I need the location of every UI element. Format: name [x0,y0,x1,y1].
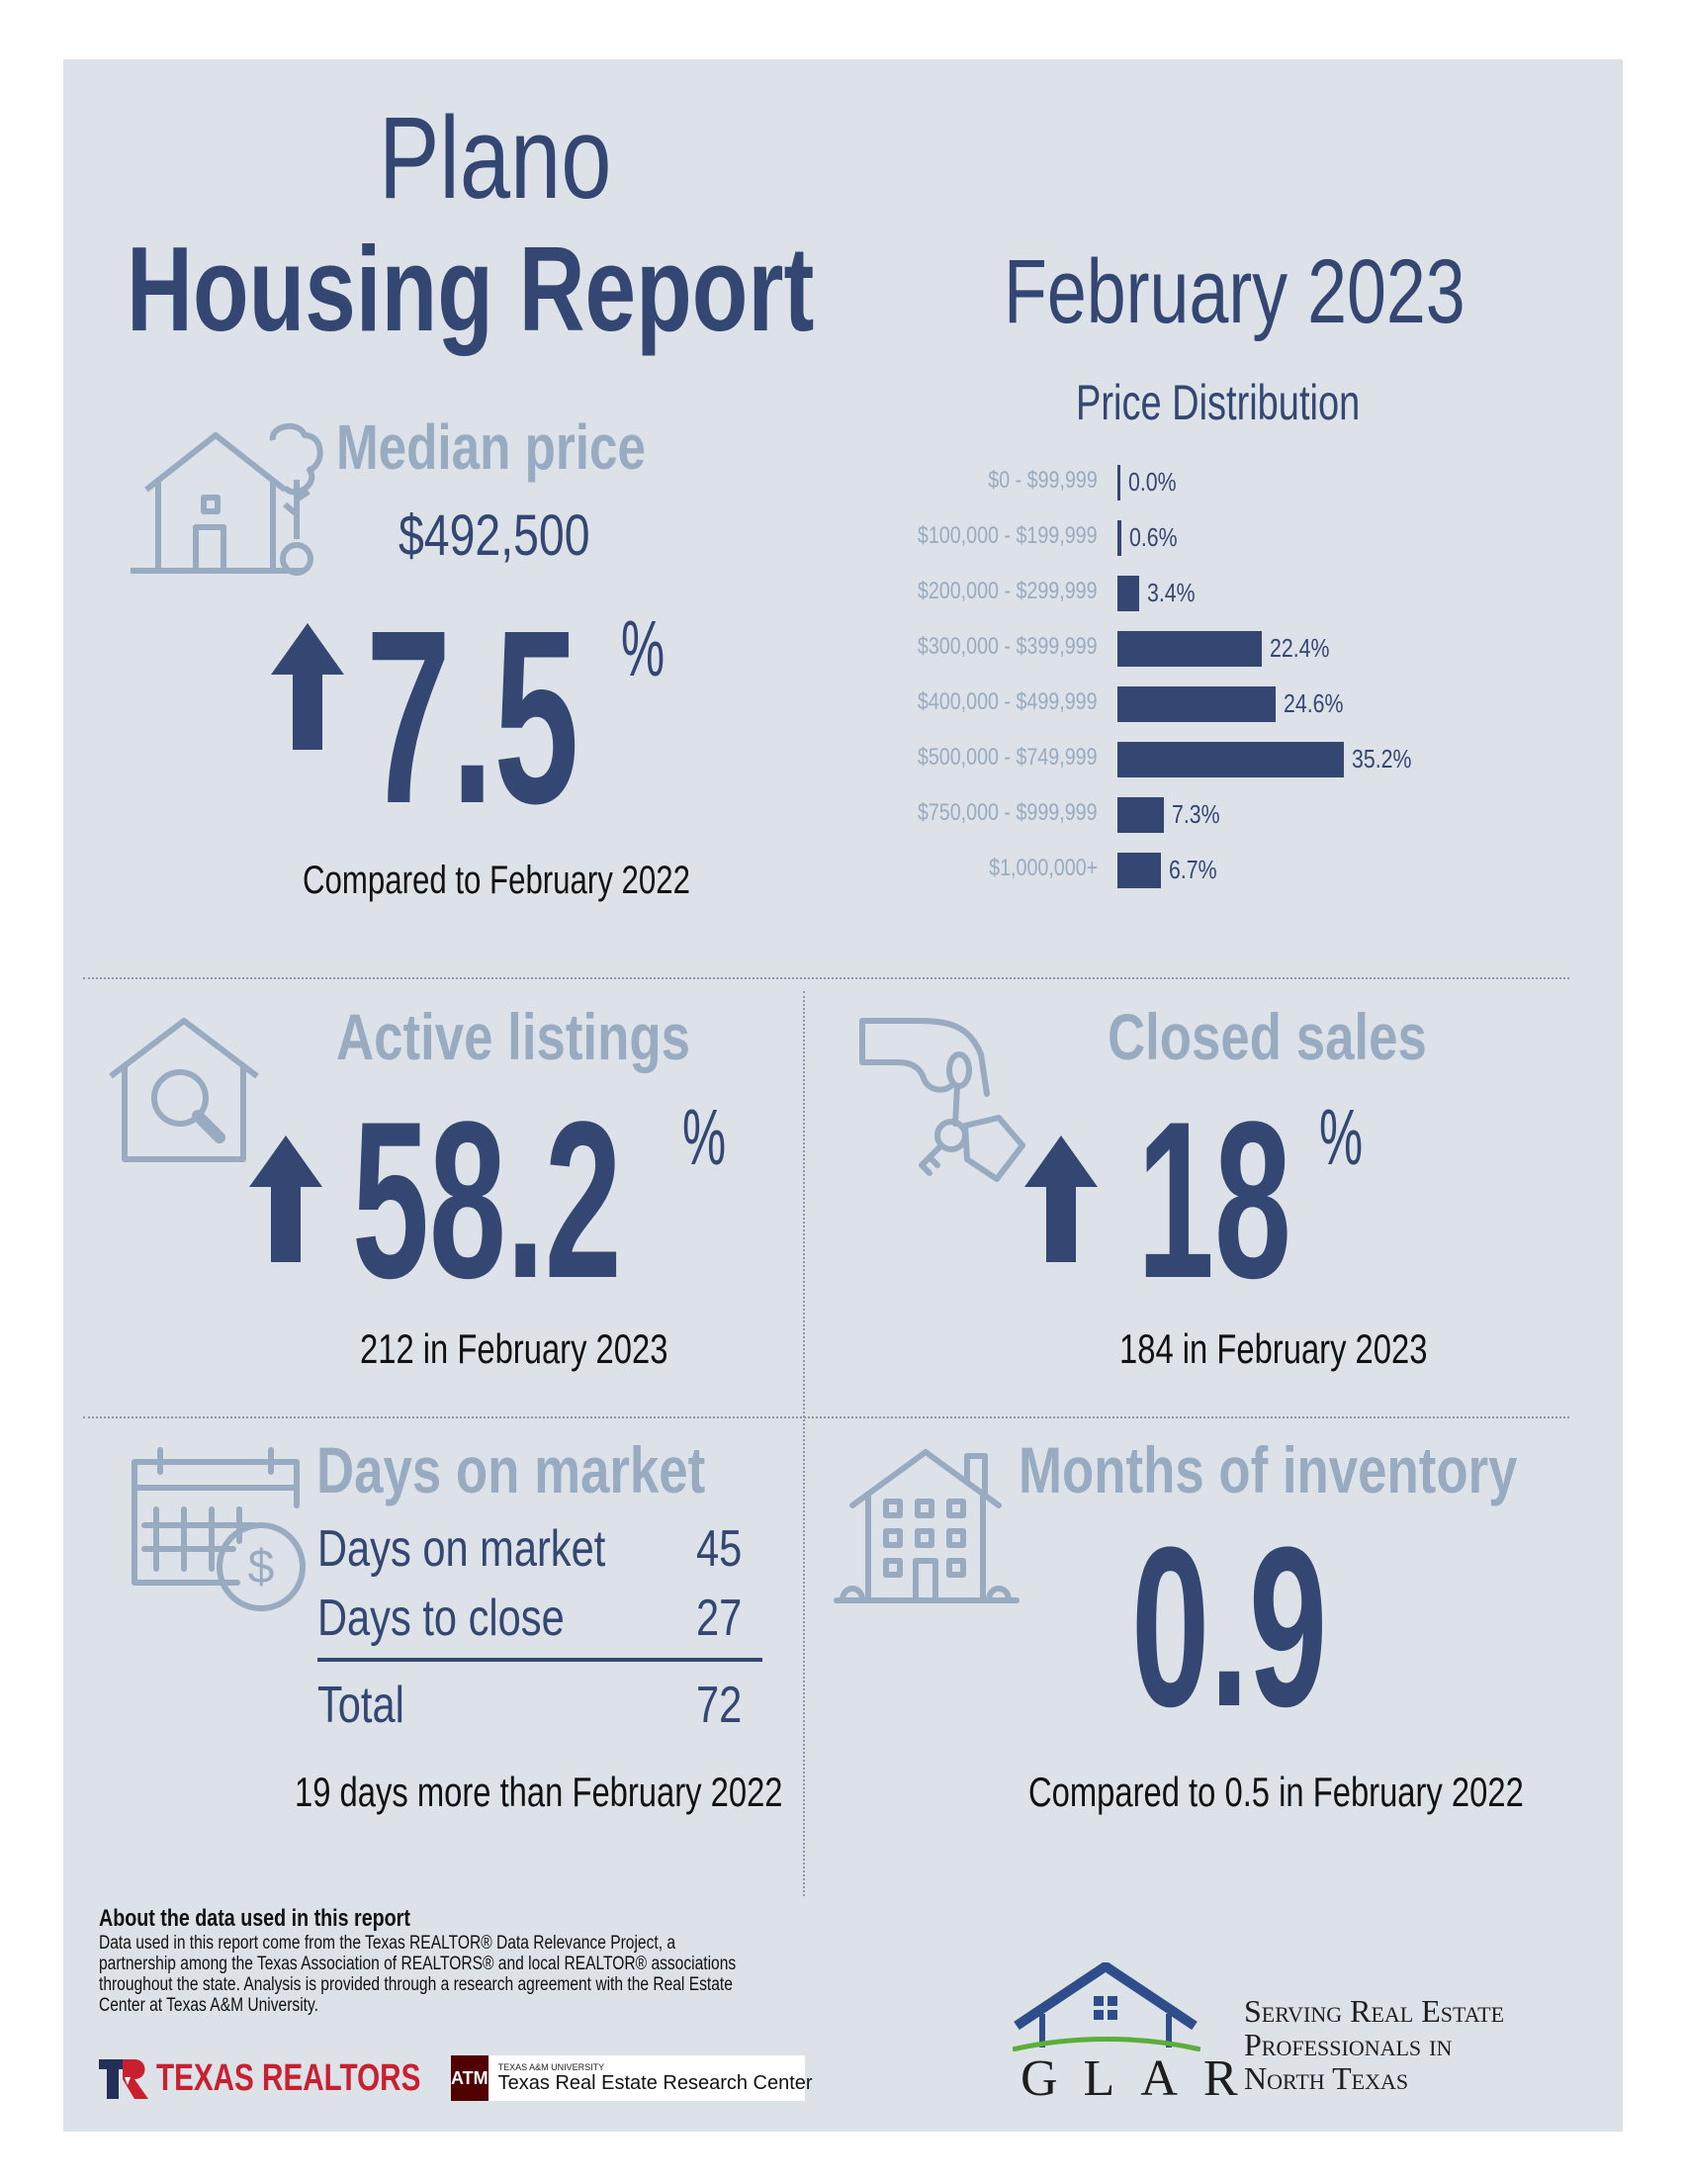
about-heading: About the data used in this report [99,1905,410,1932]
tamu-logo: ATM TEXAS A&M UNIVERSITY Texas Real Esta… [451,2055,813,2101]
moi-value: 0.9 [1131,1500,1328,1754]
active-change-value: 58.2 [352,1074,622,1324]
report-title: Housing Report [127,222,815,356]
active-pct-symbol: % [682,1093,727,1181]
price-distribution-heading: Price Distribution [1076,375,1361,430]
dom-note: 19 days more than February 2022 [295,1769,783,1815]
texas-realtors-mark-icon [99,2059,148,2099]
dom-row-label: Days on market [317,1520,606,1578]
dom-row-value: 27 [696,1590,743,1647]
apartment-house-icon [834,1449,1020,1603]
report-title-city: Plano [379,93,612,224]
report-panel [63,59,1623,2132]
glar-tagline-line: North Texas [1244,2060,1409,2096]
tamu-university-label: TEXAS A&M UNIVERSITY [497,2061,605,2072]
divider-vertical [803,991,805,1896]
closed-change-value: 18 [1137,1074,1291,1324]
active-heading: Active listings [336,1000,690,1073]
glar-tagline-line: Serving Real Estate [1244,1993,1505,2029]
closed-pct-symbol: % [1319,1093,1364,1181]
divider-horizontal-middle [83,1416,1569,1418]
up-arrow-icon [249,1136,322,1262]
dom-total-label: Total [317,1677,404,1734]
median-compare: Compared to February 2022 [303,859,690,902]
median-heading: Median price [336,411,646,483]
tamu-center-label: Texas Real Estate Research Center [497,2071,813,2094]
median-pct-symbol: % [621,604,666,692]
closed-heading: Closed sales [1108,1000,1427,1073]
calendar-dollar-icon: $ [132,1447,306,1611]
moi-heading: Months of inventory [1019,1433,1518,1506]
closed-note: 184 in February 2023 [1119,1325,1428,1372]
glar-wordmark: GLAR [1021,2050,1264,2107]
hand-keys-icon [859,1018,1025,1182]
texas-realtors-wordmark: TEXAS REALTORS [156,2056,421,2099]
texas-realtors-logo: TEXAS REALTORS [97,2055,495,2101]
active-note: 212 in February 2023 [360,1325,668,1372]
dom-total-value: 72 [696,1677,743,1734]
up-arrow-icon [271,623,344,750]
tamu-mark-icon: ATM [451,2055,488,2101]
svg-text:$: $ [248,1541,275,1593]
report-period: February 2023 [1004,241,1465,342]
house-magnifier-icon [109,1018,259,1162]
dom-total-rule [317,1658,762,1662]
moi-note: Compared to 0.5 in February 2022 [1028,1769,1524,1815]
divider-horizontal-top [83,977,1569,979]
median-price: $492,500 [399,503,590,568]
dom-row-label: Days to close [317,1590,565,1647]
glar-house-icon [1013,1962,1200,2051]
glar-tagline-line: Professionals in [1244,2027,1453,2062]
median-change-value: 7.5 [366,579,579,855]
about-body: Data used in this report come from the T… [99,1933,737,2016]
dom-row-value: 45 [696,1520,743,1578]
dom-heading: Days on market [316,1433,706,1506]
up-arrow-icon [1024,1136,1098,1262]
house-tree-icon [131,423,323,576]
glar-tagline: Serving Real Estate Professionals in Nor… [1244,1994,1504,2095]
